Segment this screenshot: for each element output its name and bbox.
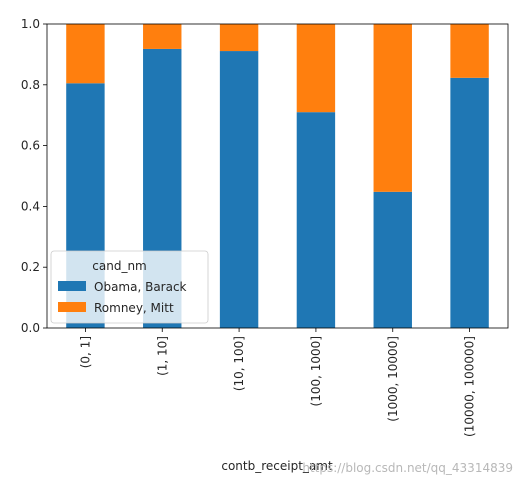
y-tick-label: 0.8 [21,78,40,92]
legend-swatch-1 [58,302,86,312]
bar-3-series-1 [296,24,336,113]
bars-group [66,24,489,328]
bar-2-series-1 [219,24,259,52]
bar-0-series-1 [66,24,105,84]
x-tick-label: (100, 1000] [309,336,323,406]
legend: cand_nm Obama, Barack Romney, Mitt [50,250,209,324]
plot-frame [46,23,509,329]
bar-4-series-0 [373,191,412,328]
legend-box [50,250,209,324]
y-tick-label: 0.6 [21,139,40,153]
x-tick-label: (1000, 10000] [386,336,400,422]
legend-label-1: Romney, Mitt [94,301,174,315]
x-tick-label: (10000, 100000] [463,336,477,437]
x-tick-label: (0, 1] [78,336,92,368]
y-tick-label: 1.0 [21,17,40,31]
bar-5-series-1 [450,24,489,78]
watermark: https://blog.csdn.net/qq_43314839 [302,461,513,475]
x-tick-label: (1, 10] [155,336,169,376]
axes-group: 0.0 0.2 0.4 0.6 0.8 1.0 (0, 1] (1, 10] (10, 100]… [21,17,509,437]
bar-2-series-0 [219,51,259,328]
legend-title: cand_nm [92,259,146,273]
y-tick-label: 0.0 [21,321,40,335]
legend-swatch-0 [58,281,86,291]
y-tick-label: 0.4 [21,199,40,213]
bar-5-series-0 [450,77,489,328]
bar-4-series-1 [373,24,412,192]
legend-label-0: Obama, Barack [94,280,187,294]
x-tick-label: (10, 100] [232,336,246,391]
y-tick-label: 0.2 [21,260,40,274]
bar-1-series-1 [143,24,182,49]
x-axis-title: contb_receipt_amt [221,459,333,473]
bar-3-series-0 [296,112,336,328]
